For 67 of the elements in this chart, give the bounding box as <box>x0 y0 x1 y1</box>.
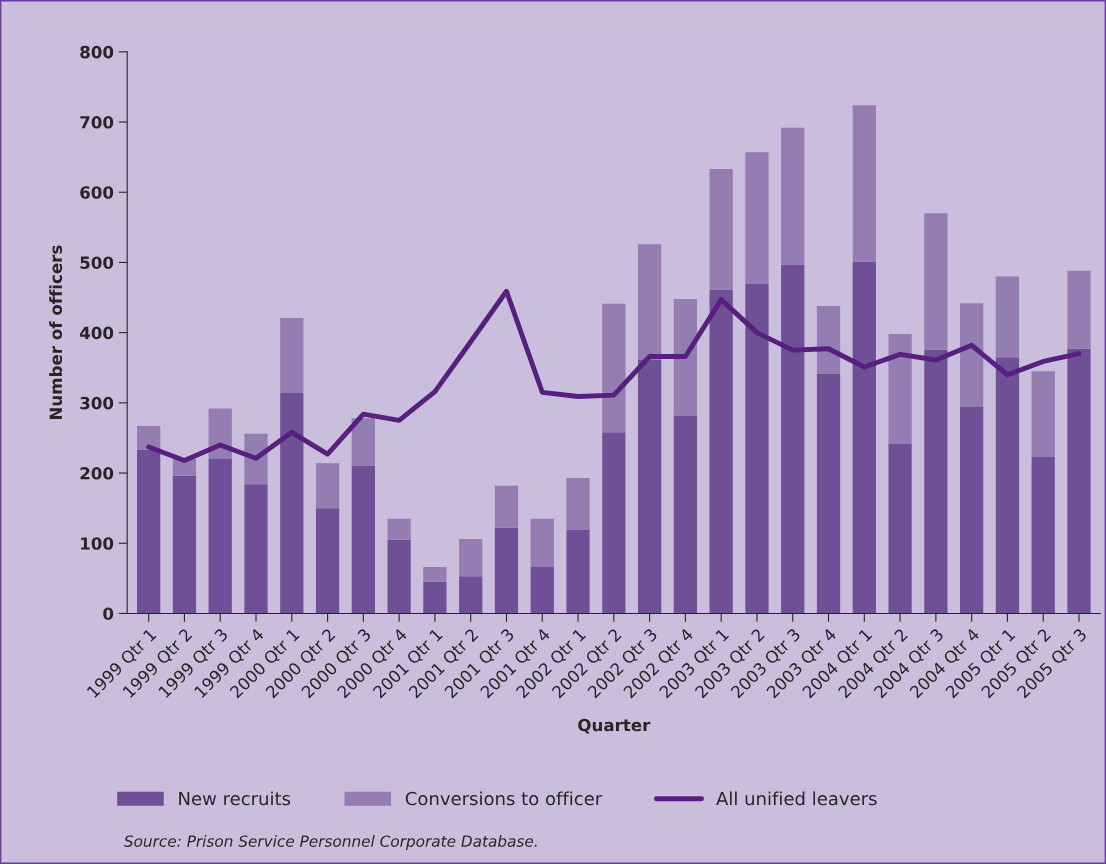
y-tick-label: 200 <box>80 467 114 480</box>
bar <box>315 463 340 509</box>
bar <box>781 127 805 265</box>
bar <box>459 576 483 614</box>
bar <box>816 305 841 375</box>
line-series <box>146 288 1082 463</box>
bar <box>709 169 733 290</box>
bar <box>351 466 375 614</box>
bar <box>137 449 161 614</box>
y-tick-label: 0 <box>103 607 114 621</box>
bar <box>1067 270 1091 349</box>
bar <box>709 289 733 614</box>
legend-label: Conversions to officer <box>405 791 603 806</box>
bar <box>673 415 698 614</box>
bar <box>888 443 912 614</box>
bar <box>137 426 161 450</box>
bar <box>960 407 984 614</box>
bar <box>924 213 948 350</box>
bar <box>566 477 590 530</box>
bar <box>602 432 626 614</box>
legend-label: All unified leavers <box>716 791 877 806</box>
y-axis-title: Number of officers <box>49 245 63 420</box>
y-tick-label: 800 <box>80 45 114 59</box>
bar <box>494 485 519 528</box>
bar <box>387 539 411 614</box>
y-tick-label: 500 <box>80 256 114 270</box>
bar <box>888 334 912 444</box>
bar <box>459 539 483 577</box>
bar <box>852 105 876 262</box>
bar <box>280 317 304 394</box>
bar <box>745 283 769 614</box>
bar <box>423 581 447 614</box>
bar <box>781 264 805 614</box>
bar <box>745 152 769 284</box>
bar <box>637 244 662 361</box>
bar <box>816 374 841 614</box>
bar <box>960 303 984 408</box>
bar <box>530 518 554 568</box>
y-tick-label: 600 <box>80 186 114 199</box>
bar <box>172 475 197 614</box>
bar <box>530 567 554 614</box>
x-axis-title: Quarter <box>578 718 651 734</box>
bar <box>852 261 876 614</box>
y-tick-label: 100 <box>81 537 114 550</box>
bar <box>351 418 375 467</box>
bar <box>423 567 447 582</box>
bar <box>244 484 268 614</box>
y-tick-label: 300 <box>80 396 114 410</box>
bar <box>280 393 304 614</box>
source-note: Source: Prison Service Personnel Corporate Database. <box>123 835 537 850</box>
bar <box>315 508 340 614</box>
bar <box>1067 348 1091 614</box>
bar <box>208 459 232 614</box>
bar <box>673 298 698 416</box>
bar <box>566 529 590 614</box>
bar <box>602 303 626 433</box>
y-tick-label: 400 <box>79 326 114 340</box>
bar <box>494 527 519 614</box>
bar <box>924 349 948 614</box>
bar <box>995 276 1020 358</box>
bar <box>637 360 662 614</box>
bar <box>387 518 411 540</box>
bar <box>1031 456 1055 614</box>
bar <box>995 357 1020 614</box>
bar <box>1031 371 1055 457</box>
y-tick-label: 700 <box>80 116 114 129</box>
legend-label: New recruits <box>179 791 291 806</box>
